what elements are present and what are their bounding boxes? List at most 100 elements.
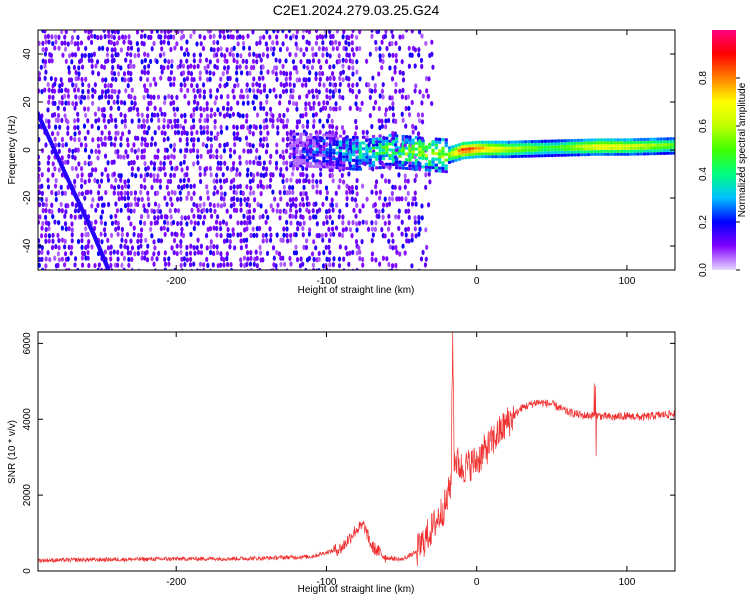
heatmap-cell	[318, 189, 323, 195]
heatmap-cell	[136, 244, 141, 251]
heatmap-cell	[84, 112, 88, 118]
heatmap-cell	[304, 191, 308, 197]
heatmap-cell	[354, 213, 358, 219]
heatmap-cell	[484, 149, 488, 153]
heatmap-cell	[629, 146, 634, 151]
heatmap-cell	[636, 140, 640, 145]
heatmap-cell	[404, 123, 408, 129]
heatmap-cell	[434, 143, 439, 147]
heatmap-cell	[355, 221, 359, 227]
heatmap-cell	[215, 189, 220, 195]
heatmap-cell	[368, 166, 372, 170]
heatmap-cell	[192, 213, 196, 219]
heatmap-cell	[386, 226, 391, 232]
heatmap-cell	[173, 190, 177, 196]
heatmap-cell	[113, 30, 117, 35]
heatmap-cell	[629, 143, 634, 148]
heatmap-cell	[619, 141, 624, 145]
heatmap-cell	[649, 140, 653, 144]
heatmap-cell	[109, 39, 113, 46]
heatmap-cell	[338, 208, 342, 214]
heatmap-cell	[331, 262, 335, 268]
heatmap-cell	[328, 151, 333, 155]
heatmap-cell	[206, 136, 210, 142]
heatmap-cell	[232, 149, 237, 155]
heatmap-cell	[380, 123, 385, 129]
heatmap-cell	[656, 151, 660, 156]
heatmap-cell	[302, 158, 306, 162]
heatmap-cell	[371, 134, 376, 139]
heatmap-cell	[124, 88, 128, 94]
heatmap-cell	[259, 172, 263, 178]
heatmap-cell	[294, 196, 298, 202]
heatmap-cell	[119, 154, 123, 160]
heatmap-cell	[256, 201, 260, 208]
heatmap-cell	[189, 231, 193, 238]
heatmap-cell	[470, 149, 475, 153]
heatmap-cell	[576, 138, 581, 142]
heatmap-cell	[341, 95, 345, 101]
heatmap-cell	[355, 156, 359, 160]
heatmap-cell	[262, 124, 266, 131]
heatmap-cell	[249, 232, 253, 238]
heatmap-cell	[104, 77, 108, 83]
heatmap-cell	[38, 214, 42, 220]
heatmap-cell	[358, 141, 363, 145]
heatmap-cell	[70, 238, 74, 244]
heatmap-cell	[599, 152, 604, 156]
heatmap-cell	[76, 208, 81, 214]
heatmap-cell	[231, 34, 235, 40]
heatmap-cell	[182, 177, 186, 184]
heatmap-cell	[209, 172, 213, 178]
heatmap-cell	[149, 94, 153, 100]
heatmap-cell	[73, 52, 78, 58]
heatmap-cell	[381, 208, 385, 214]
heatmap-cell	[327, 226, 331, 232]
heatmap-cell	[165, 184, 169, 190]
heatmap-cell	[284, 33, 288, 39]
heatmap-cell	[219, 166, 223, 172]
heatmap-cell	[335, 137, 339, 141]
heatmap-cell	[309, 138, 313, 142]
heatmap-cell	[102, 113, 107, 119]
heatmap-cell	[295, 77, 299, 83]
heatmap-cell	[490, 155, 495, 159]
heatmap-cell	[167, 59, 171, 65]
heatmap-cell	[149, 58, 153, 65]
heatmap-cell	[279, 81, 283, 88]
heatmap-cell	[265, 93, 269, 99]
heatmap-cell	[182, 77, 186, 83]
heatmap-cell	[431, 166, 435, 170]
heatmap-cell	[365, 155, 369, 159]
heatmap-cell	[609, 141, 614, 145]
heatmap-cell	[119, 243, 123, 249]
heatmap-cell	[404, 158, 409, 162]
heatmap-cell	[523, 154, 528, 158]
heatmap-cell	[62, 244, 67, 250]
heatmap-cell	[232, 184, 236, 190]
heatmap-cell	[180, 167, 184, 173]
heatmap-cell	[328, 154, 333, 158]
heatmap-cell	[342, 163, 346, 167]
heatmap-cell	[188, 250, 193, 256]
heatmap-cell	[337, 232, 342, 238]
heatmap-cell	[225, 251, 229, 257]
heatmap-cell	[414, 158, 419, 163]
heatmap-cell	[139, 238, 143, 244]
heatmap-cell	[73, 125, 77, 131]
heatmap-cell	[285, 166, 289, 172]
heatmap-cell	[245, 201, 249, 208]
heatmap-cell	[334, 130, 338, 137]
heatmap-cell	[38, 177, 41, 183]
heatmap-cell	[365, 152, 369, 156]
heatmap-cell	[295, 45, 299, 51]
snr-series-line	[38, 332, 675, 567]
heatmap-cell	[292, 149, 296, 153]
heatmap-cell	[334, 87, 338, 94]
heatmap-cell	[238, 136, 242, 142]
heatmap-cell	[397, 214, 401, 220]
heatmap-cell	[199, 243, 204, 249]
heatmap-cell	[401, 140, 405, 144]
heatmap-cell	[342, 256, 346, 262]
heatmap-cell	[53, 219, 57, 225]
